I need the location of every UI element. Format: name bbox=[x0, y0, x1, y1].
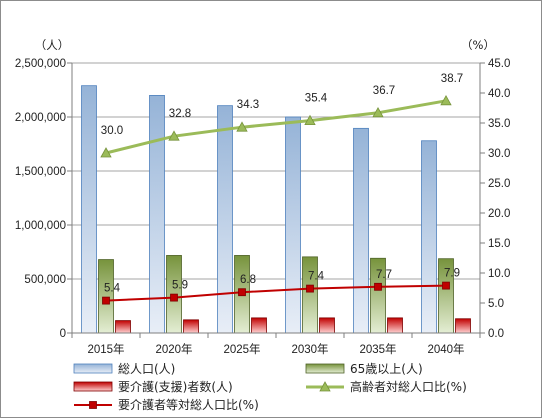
line-marker-triangle bbox=[304, 114, 316, 125]
legend-swatch bbox=[73, 381, 113, 392]
bar-3-2030年 bbox=[319, 317, 335, 334]
bar-1-2025年 bbox=[217, 105, 233, 334]
x-axis-tick-label: 2035年 bbox=[359, 342, 396, 356]
line-marker-square bbox=[374, 282, 382, 291]
left-axis-tick-label: 1,500,000 bbox=[15, 166, 66, 178]
bar-3-2025年 bbox=[251, 317, 267, 334]
line-marker-square bbox=[170, 293, 178, 302]
line-marker-triangle bbox=[236, 121, 248, 132]
left-axis-tick-label: 1,000,000 bbox=[15, 220, 66, 232]
bar-3-2015年 bbox=[115, 320, 131, 334]
x-axis-tick-label: 2020年 bbox=[155, 342, 192, 356]
right-axis-tick-label: 0.0 bbox=[488, 328, 504, 340]
line-series-1 bbox=[105, 99, 447, 155]
right-axis-tick-label: 45.0 bbox=[488, 58, 510, 70]
data-label: 38.7 bbox=[441, 73, 463, 85]
line-marker-triangle bbox=[440, 94, 452, 106]
line-marker-square bbox=[238, 288, 246, 297]
bar-2-2030年 bbox=[302, 256, 318, 334]
x-axis-tick-label: 2025年 bbox=[223, 342, 260, 356]
data-labels: 30.0 32.8 34.3 35.4 36.7 38.7 5.4 5.9 6.8 7.4 7.7 7… bbox=[101, 73, 463, 295]
line-marker-triangle bbox=[372, 106, 384, 118]
axes: 0 500,000 1,000,000 1,500,000 2,000,000 2,500… bbox=[15, 38, 511, 356]
bar-1-2035年 bbox=[353, 127, 369, 334]
data-label: 5.4 bbox=[104, 283, 121, 295]
line-series-2 bbox=[105, 284, 447, 302]
right-axis-tick-label: 15.0 bbox=[488, 238, 510, 250]
bar-3-2040年 bbox=[455, 318, 471, 334]
legend-marker bbox=[89, 401, 97, 409]
legend-label: 要介護(支援)者数(人) bbox=[118, 379, 233, 394]
line-series bbox=[100, 94, 452, 305]
data-label: 32.8 bbox=[169, 108, 191, 120]
bar-1-2040年 bbox=[421, 140, 437, 334]
data-label: 6.8 bbox=[240, 274, 256, 286]
legend-label: 65歳以上(人) bbox=[350, 362, 423, 376]
legend-label: 要介護者等対総人口比(%) bbox=[118, 397, 259, 412]
data-label: 7.9 bbox=[444, 268, 460, 280]
legend-label: 高齢者対総人口比(%) bbox=[350, 379, 467, 394]
right-axis-tick-label: 35.0 bbox=[488, 118, 510, 130]
right-axis-tick-label: 20.0 bbox=[488, 208, 510, 220]
bar-2-2015年 bbox=[98, 259, 114, 334]
data-label: 30.0 bbox=[101, 125, 123, 137]
x-axis-tick-label: 2015年 bbox=[87, 342, 124, 356]
right-axis-tick-label: 25.0 bbox=[488, 178, 510, 190]
right-axis-unit: （%） bbox=[461, 38, 495, 52]
left-axis-unit: （人） bbox=[35, 38, 70, 52]
left-axis-tick-label: 0 bbox=[60, 328, 66, 340]
legend-swatch bbox=[305, 363, 345, 374]
x-axis-tick-label: 2040年 bbox=[427, 342, 464, 356]
right-axis-tick-label: 30.0 bbox=[488, 148, 510, 160]
line-marker-triangle bbox=[100, 147, 112, 158]
data-label: 5.9 bbox=[172, 280, 188, 292]
data-label: 7.4 bbox=[308, 271, 325, 283]
bar-1-2030年 bbox=[285, 116, 301, 334]
bar-series bbox=[81, 85, 471, 334]
line-marker-square bbox=[306, 284, 314, 293]
left-axis-tick-label: 2,500,000 bbox=[15, 58, 66, 70]
legend-label: 総人口(人) bbox=[118, 362, 175, 376]
data-label: 34.3 bbox=[237, 99, 259, 111]
line-marker-triangle bbox=[168, 130, 180, 141]
right-axis-tick-label: 10.0 bbox=[488, 268, 510, 280]
x-axis-tick-label: 2030年 bbox=[291, 342, 328, 356]
right-axis-tick-label: 5.0 bbox=[488, 298, 504, 310]
bar-3-2020年 bbox=[183, 319, 199, 334]
left-axis-tick-label: 500,000 bbox=[24, 274, 66, 286]
legend-swatch bbox=[73, 363, 113, 374]
bar-1-2015年 bbox=[81, 85, 97, 334]
bar-3-2035年 bbox=[387, 317, 403, 334]
legend: 総人口(人) 65歳以上(人) 要介護(支援)者数(人) 高齢者対総人口比(%) 要介護… bbox=[73, 362, 467, 412]
right-axis-tick-label: 40.0 bbox=[488, 88, 510, 100]
left-axis-tick-label: 2,000,000 bbox=[15, 112, 66, 124]
line-marker-square bbox=[102, 296, 110, 305]
data-label: 36.7 bbox=[373, 85, 395, 97]
data-label: 35.4 bbox=[305, 93, 328, 105]
line-marker-square bbox=[442, 281, 450, 290]
data-label: 7.7 bbox=[376, 269, 392, 281]
gridlines bbox=[72, 62, 480, 280]
legend-marker bbox=[319, 381, 331, 392]
